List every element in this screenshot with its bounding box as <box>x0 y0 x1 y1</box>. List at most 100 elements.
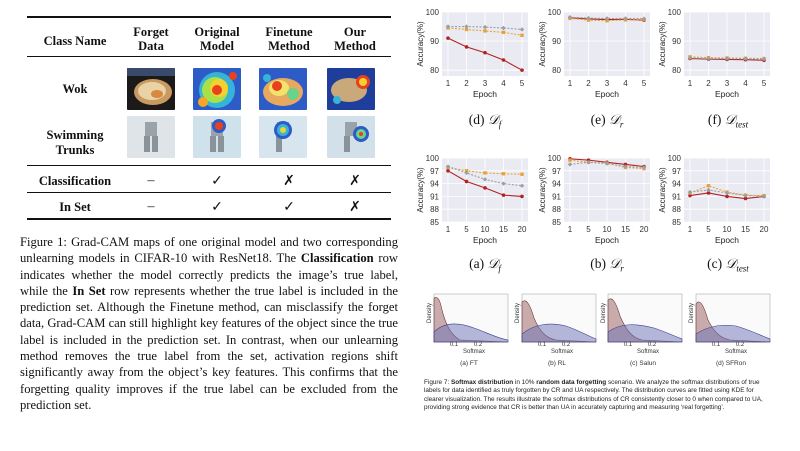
data-point <box>641 165 647 170</box>
x-tick-label: 4 <box>501 79 506 88</box>
softmax-ft-tick1: 0.1 <box>449 342 459 348</box>
x-tick-label: 4 <box>743 79 748 88</box>
row-label-swimming-line1: Swimming <box>46 128 104 142</box>
x-axis-label: Epoch <box>473 89 497 99</box>
table-top-rule <box>27 16 391 18</box>
softmax-panel-sfron: Density 0.1 0.2 Softmax (d) SFRon <box>686 292 772 367</box>
data-point <box>501 30 506 35</box>
y-axis-label: Accuracy(%) <box>416 21 425 67</box>
softmax-panel-salun: Density 0.1 0.2 Softmax (c) Salun <box>598 292 684 367</box>
series-line-s2 <box>447 27 523 36</box>
softmax-rl-tick1: 0.1 <box>537 342 547 348</box>
data-point <box>520 194 524 199</box>
data-point <box>743 56 748 62</box>
header-original-line2: Model <box>199 39 235 53</box>
x-tick-label: 2 <box>706 79 711 88</box>
caption-a-sub: f <box>498 263 501 274</box>
series-line-s3 <box>569 16 645 20</box>
y-tick-label: 91 <box>672 192 681 201</box>
inset-forget: – <box>147 199 155 214</box>
y-tick-label: 85 <box>430 218 439 227</box>
y-tick-label: 80 <box>672 66 681 75</box>
caption-d-sub: f <box>498 119 502 130</box>
chart-d: 100 90 80 1 2 3 4 5 Epoch Accuracy(%) <box>416 4 534 111</box>
x-tick-label: 2 <box>586 79 591 88</box>
figure7-caption: Figure 7: Softmax distribution in 10% ra… <box>424 379 772 412</box>
row-label-swimming-line2: Trunks <box>55 143 95 157</box>
softmax-salun-tick1: 0.1 <box>623 342 633 348</box>
data-point <box>604 161 610 166</box>
header-forget-data: Forget Data <box>123 25 179 53</box>
caption-b: (b) 𝒟r <box>552 256 662 274</box>
data-point <box>586 15 591 21</box>
data-point <box>501 193 506 197</box>
chart-f: 100 90 80 1 2 3 4 5 Epoch Accuracy(%) <box>658 4 776 111</box>
x-tick-label: 1 <box>688 79 693 88</box>
x-tick-label: 1 <box>688 225 693 234</box>
y-tick-label: 94 <box>672 180 681 189</box>
header-finetune-line1: Finetune <box>265 25 313 39</box>
softmax-sfron-plot <box>695 293 771 343</box>
series-line-s2 <box>569 17 645 22</box>
caption-b-symbol: 𝒟 <box>609 256 621 272</box>
softmax-salun-xlabel: Softmax <box>636 349 659 355</box>
caption-e-prefix: (e) <box>590 112 610 127</box>
data-point <box>706 56 711 61</box>
caption-e-sub: r <box>619 119 624 130</box>
data-point <box>724 190 730 196</box>
y-tick-label: 90 <box>430 37 439 46</box>
data-point <box>743 196 748 201</box>
data-point <box>446 169 450 173</box>
classification-original: ✓ <box>211 174 223 189</box>
softmax-sfron-ylabel: Density <box>689 303 695 324</box>
data-point <box>567 15 573 20</box>
inset-ours: ✗ <box>349 200 361 215</box>
series-line-s2 <box>689 56 765 60</box>
x-tick-label: 15 <box>741 225 750 234</box>
caption7-mid: in 10% <box>513 379 537 386</box>
x-tick-label: 1 <box>568 225 573 234</box>
y-tick-label: 97 <box>430 167 439 176</box>
data-point <box>445 24 451 29</box>
chart-b: 100 97 94 91 88 85 1 5 10 15 20 Epoch Accuracy(%) <box>538 150 656 257</box>
swim-ours-gradcam <box>327 116 375 158</box>
header-finetune-method: Finetune Method <box>259 25 319 53</box>
caption-f-symbol: 𝒟 <box>724 112 736 128</box>
softmax-sfron-label: (d) SFRon <box>716 360 746 367</box>
swim-original-gradcam <box>193 116 241 158</box>
y-tick-label: 80 <box>430 66 439 75</box>
caption-c-sub: test <box>736 263 749 274</box>
caption7-bold-random: random data forgetting <box>536 379 607 386</box>
caption1-bold-classification: Classification <box>300 251 374 266</box>
y-tick-label: 100 <box>426 8 440 17</box>
x-tick-label: 3 <box>605 79 610 88</box>
data-point <box>483 186 487 190</box>
softmax-panel-ft: Density 0.1 0.2 Softmax (a) FT <box>424 292 510 367</box>
y-tick-label: 100 <box>668 8 682 17</box>
data-point <box>743 193 748 198</box>
data-point <box>519 27 525 32</box>
softmax-sfron-xlabel: Softmax <box>724 349 747 355</box>
data-point <box>483 29 487 33</box>
caption-f-sub: test <box>735 119 749 130</box>
softmax-salun-plot <box>607 293 683 343</box>
data-point <box>605 19 609 23</box>
y-tick-label: 100 <box>548 154 562 163</box>
data-point <box>604 16 610 21</box>
table-row-rule <box>27 192 391 193</box>
data-point <box>483 171 487 175</box>
header-class-name: Class Name <box>43 34 107 48</box>
caption-e-symbol: 𝒟 <box>609 112 620 128</box>
data-point <box>520 68 524 72</box>
caption-c-prefix: (c) <box>707 256 726 271</box>
classification-forget: – <box>147 173 155 188</box>
row-label-swimming-trunks: Swimming Trunks <box>33 128 117 158</box>
x-tick-label: 3 <box>725 79 730 88</box>
data-point <box>706 191 711 195</box>
caption-c: (c) 𝒟test <box>668 256 788 274</box>
series-line-s3 <box>448 25 523 31</box>
caption-a-prefix: (a) <box>469 256 488 271</box>
y-tick-label: 88 <box>430 205 439 214</box>
y-tick-label: 90 <box>672 37 681 46</box>
y-tick-label: 100 <box>668 154 682 163</box>
